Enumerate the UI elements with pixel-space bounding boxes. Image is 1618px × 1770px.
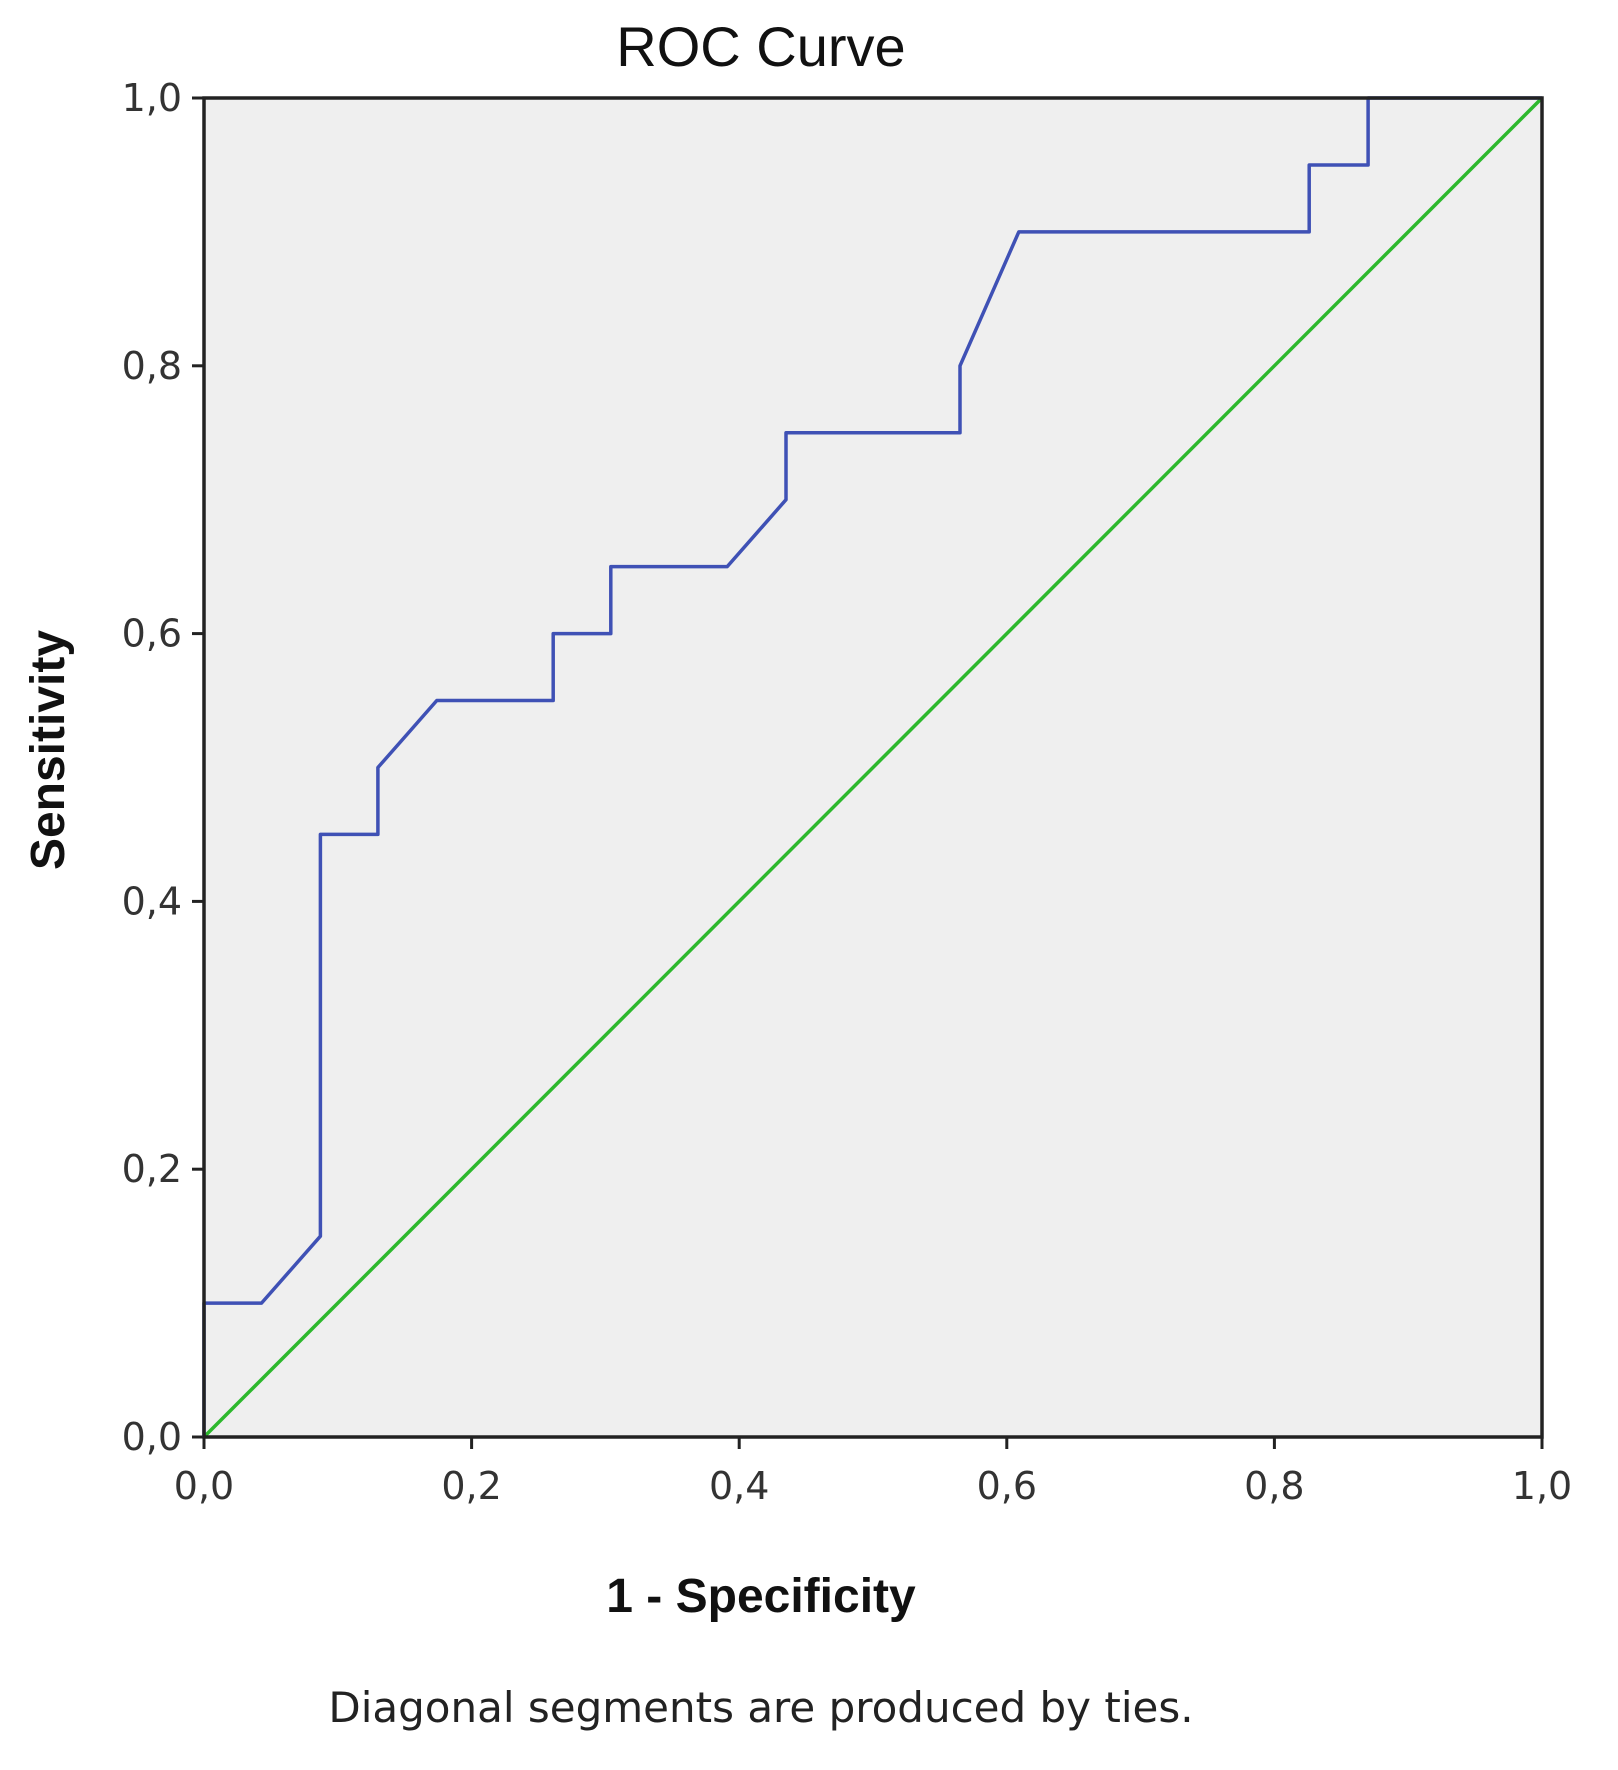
reference-diagonal-line <box>202 96 1544 1439</box>
y-tick-label: 0,0 <box>122 1415 182 1459</box>
y-tick-label: 0,2 <box>122 1147 182 1191</box>
x-tick-label: 0,2 <box>441 1464 501 1508</box>
y-tick-label: 0,6 <box>122 612 182 656</box>
x-tick-label: 0,0 <box>174 1464 234 1508</box>
y-axis-label: Sensitivity <box>22 630 75 870</box>
x-axis-label: 1 - Specificity <box>606 1570 916 1623</box>
y-tick-label: 1,0 <box>122 76 182 120</box>
x-tick-label: 0,8 <box>1244 1464 1304 1508</box>
roc-curve-line <box>202 96 1542 1437</box>
y-tick-label: 0,4 <box>122 879 182 923</box>
x-tick-label: 1,0 <box>1512 1464 1572 1508</box>
chart-title: ROC Curve <box>616 15 905 78</box>
axis-ticks: 0,0 0,2 0,4 0,6 0,8 1,0 0,0 0,2 0,4 0,6 0,8 1,0 <box>122 76 1573 1508</box>
footnote: Diagonal segments are produced by ties. <box>328 1683 1193 1732</box>
x-tick-label: 0,4 <box>709 1464 769 1508</box>
x-tick-label: 0,6 <box>977 1464 1037 1508</box>
y-tick-label: 0,8 <box>122 344 182 388</box>
plot-frame <box>202 96 1544 1439</box>
